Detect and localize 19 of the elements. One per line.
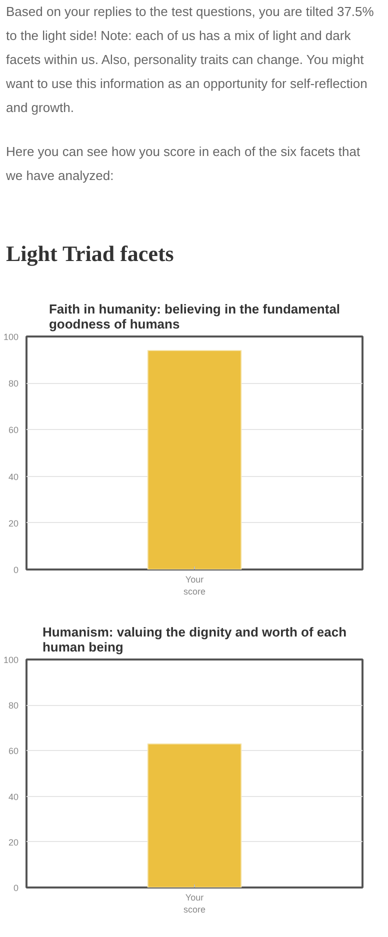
y-tick-label: 60 <box>8 425 19 436</box>
y-tick-label: 20 <box>8 837 19 848</box>
chart-title: Humanism: valuing the dignity and worth of each human being <box>42 624 347 654</box>
y-tick-label: 100 <box>3 655 19 665</box>
x-tick-label: Your score <box>183 892 206 914</box>
chart-title: Faith in humanity: believing in the fundamental goodness of humans <box>48 302 340 332</box>
y-tick-label: 0 <box>13 883 19 893</box>
y-tick-label: 80 <box>8 700 19 711</box>
y-tick-label: 100 <box>3 332 19 342</box>
y-tick-label: 40 <box>8 792 19 802</box>
text: Light Triad facets <box>6 240 175 268</box>
x-tick-label: Your score <box>183 574 206 596</box>
y-tick-label: 0 <box>13 565 19 575</box>
text: Based on your replies to the test questions, you are tilted 37.5% to the light side! Note: each of us has a mix of light and dark facets within us. Also, personality traits can change. You might want to use this information as an opportunity for self-reflection and growth. <box>6 3 375 117</box>
y-tick-label: 80 <box>8 378 19 389</box>
y-tick-label: 60 <box>8 746 19 756</box>
y-tick-label: 20 <box>8 518 19 528</box>
y-tick-label: 40 <box>8 472 19 482</box>
text: Here you can see how you score in each of the six facets that we have analyzed: <box>6 143 362 185</box>
